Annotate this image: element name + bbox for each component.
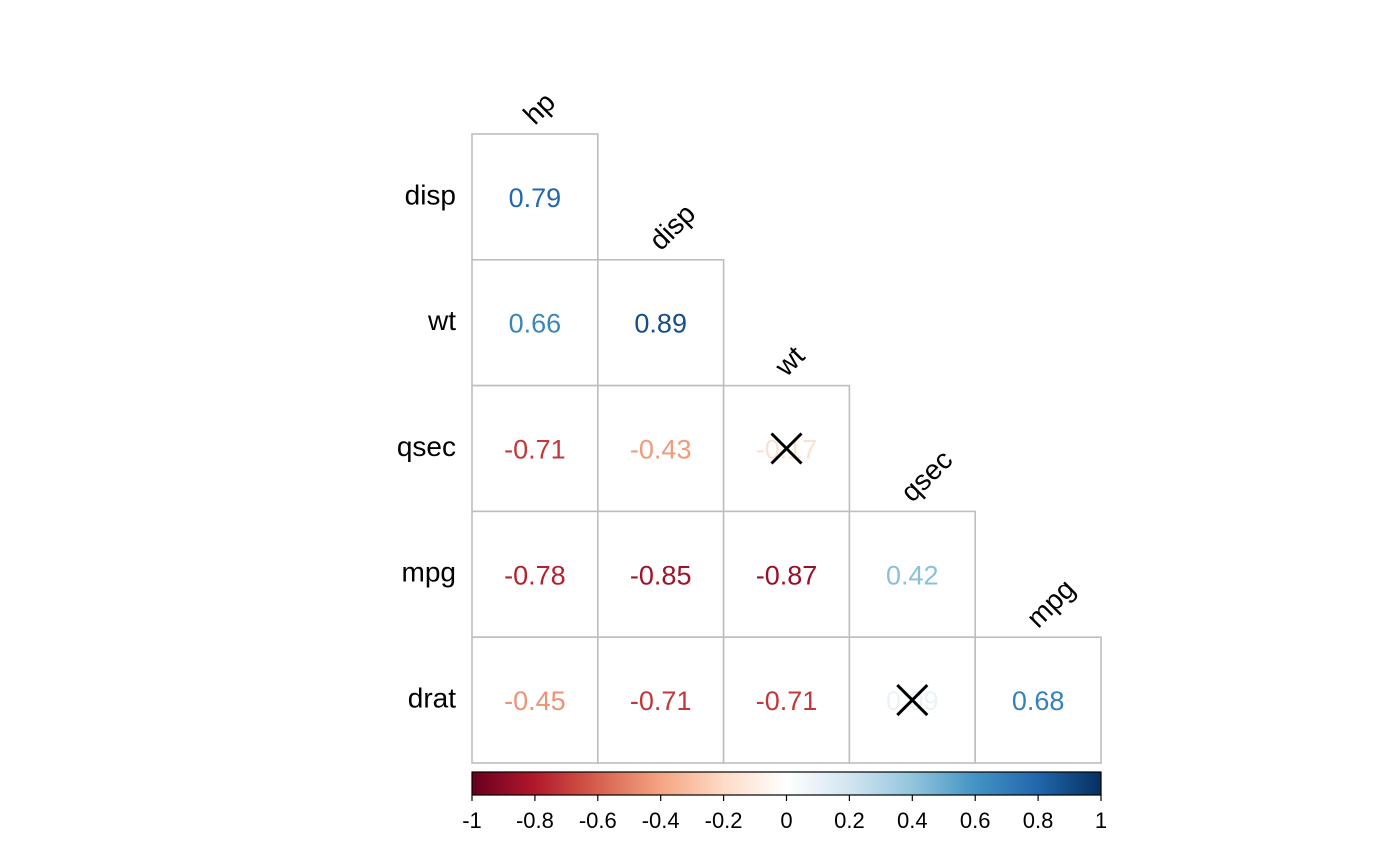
cell-border	[722, 636, 851, 764]
cell-value-label: 0.66	[509, 309, 562, 339]
colorbar-tick-label: 0.4	[897, 808, 928, 833]
cell-border	[471, 510, 599, 638]
matrix-cell: -0.17	[722, 384, 851, 513]
matrix-cell: 0.68	[974, 636, 1102, 764]
row-label: qsec	[397, 431, 456, 462]
row-labels: disp wt qsec mpg drat	[397, 179, 456, 713]
colorbar-tick-label: -0.6	[579, 808, 617, 833]
cell-value-label: 0.89	[634, 309, 687, 339]
matrix-cell: 0.79	[471, 133, 599, 261]
colorbar: -1 -0.8 -0.6 -0.4 -0.2 0 0.2 0.4 0.6 0.8 1	[462, 771, 1107, 833]
cell-border	[471, 133, 599, 261]
column-label: disp	[643, 198, 701, 256]
cell-value-label: 0.79	[509, 183, 562, 213]
colorbar-tick-label: 0	[780, 808, 792, 833]
row-label: mpg	[402, 557, 456, 588]
colorbar-tick-label: 0.6	[960, 808, 991, 833]
colorbar-tick-label: -0.2	[705, 808, 743, 833]
row-label: wt	[427, 305, 456, 336]
colorbar-gradient	[471, 771, 1102, 796]
matrix-cell: -0.78	[471, 510, 599, 638]
cell-border	[471, 384, 599, 513]
cell-border	[471, 258, 599, 387]
insignificant-cross-mark	[896, 684, 929, 717]
cell-border	[596, 258, 725, 387]
cell-border	[596, 384, 725, 513]
cell-border	[848, 510, 977, 638]
matrix-cell: -0.71	[722, 636, 851, 764]
cell-border	[722, 510, 851, 638]
matrix-cell: 0.66	[471, 258, 599, 387]
cell-value-label: 0.68	[1012, 686, 1065, 716]
cell-value-label: -0.78	[504, 560, 566, 590]
cell-border	[974, 636, 1102, 764]
matrix-cell: -0.45	[471, 636, 599, 764]
matrix-cell: -0.71	[596, 636, 725, 764]
colorbar-tick-label: 0.8	[1023, 808, 1054, 833]
row-label: disp	[405, 179, 456, 210]
matrix-cell: 0.89	[596, 258, 725, 387]
cell-value-label: -0.43	[630, 435, 692, 465]
matrix-cells: 0.79 0.66 0.89 -0.71 -0.43 -0.17 -0.78 -0.85 -0.…	[471, 133, 1102, 764]
cell-value-label: -0.71	[504, 435, 566, 465]
colorbar-tick-label: 0.2	[834, 808, 865, 833]
matrix-cell: -0.71	[471, 384, 599, 513]
matrix-cell: 0.42	[848, 510, 977, 638]
colorbar-tick-label: 1	[1095, 808, 1107, 833]
colorbar-tick-label: -0.4	[642, 808, 680, 833]
insignificant-cross-mark	[770, 432, 803, 465]
cell-border	[471, 636, 599, 764]
matrix-cell: -0.87	[722, 510, 851, 638]
cell-value-label: -0.85	[630, 560, 692, 590]
cell-value-label: 0.42	[886, 560, 939, 590]
colorbar-tick-label: -0.8	[516, 808, 554, 833]
cell-value-label: -0.45	[504, 686, 566, 716]
cell-value-label: -0.71	[756, 686, 818, 716]
cell-value-label: -0.71	[630, 686, 692, 716]
cell-value-label: -0.87	[756, 560, 818, 590]
column-label: mpg	[1020, 573, 1080, 633]
column-label: qsec	[895, 444, 959, 508]
column-label: hp	[517, 86, 561, 130]
matrix-cell: -0.85	[596, 510, 725, 638]
column-label: wt	[768, 340, 811, 383]
matrix-cell: 0.09	[848, 636, 977, 764]
matrix-cell: -0.43	[596, 384, 725, 513]
colorbar-tick-label: -1	[462, 808, 482, 833]
row-label: drat	[408, 682, 456, 713]
